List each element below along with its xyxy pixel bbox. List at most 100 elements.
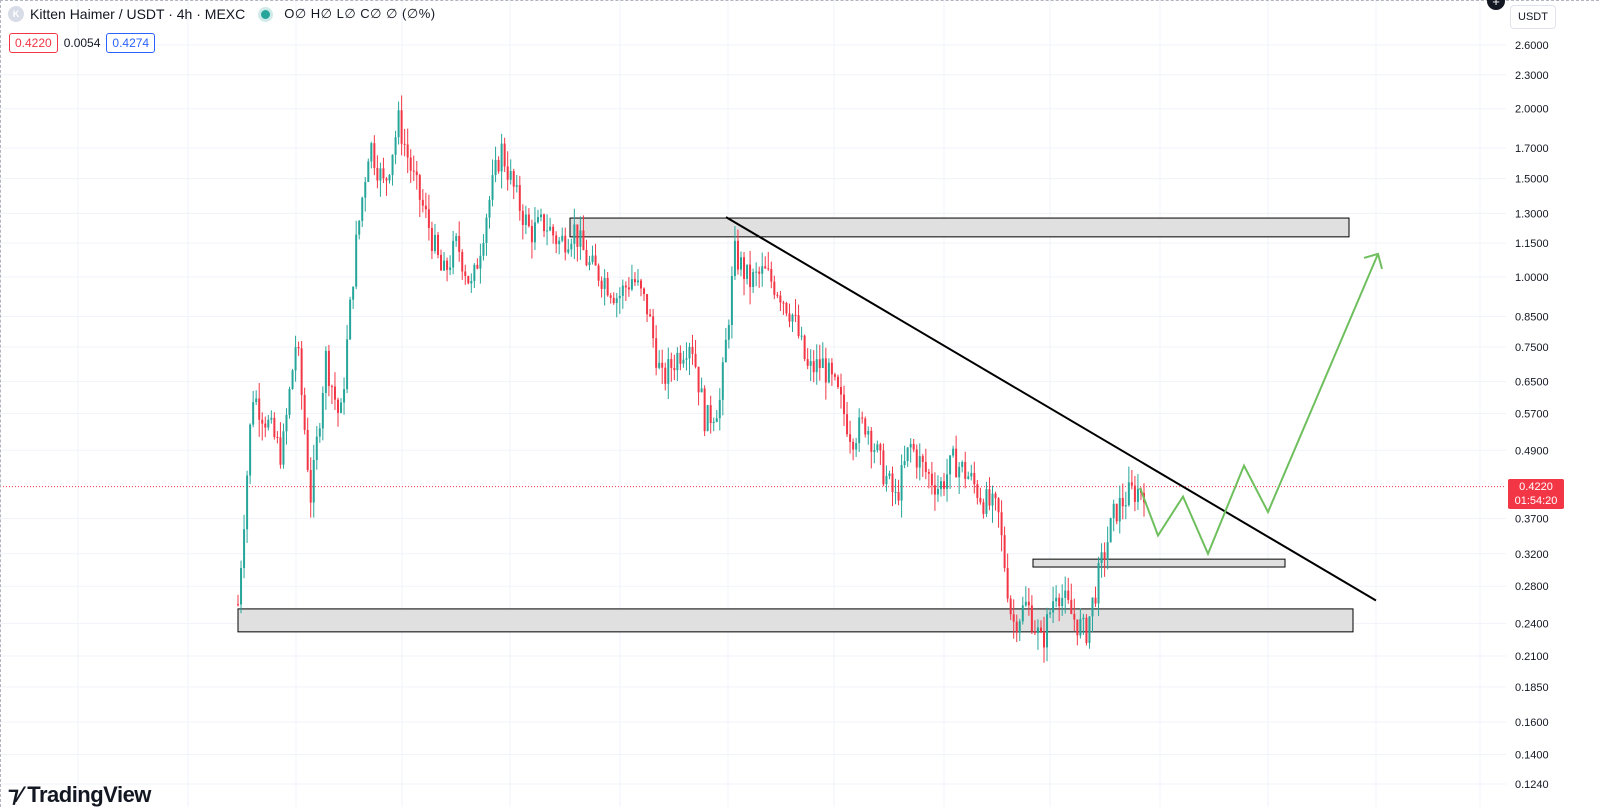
candle-body	[864, 418, 867, 435]
candle-body	[606, 277, 609, 296]
candle-body	[573, 224, 576, 244]
current-price-value: 0.4220	[1519, 480, 1553, 493]
symbol-icon[interactable]: K	[8, 6, 24, 22]
tradingview-logo[interactable]: ⁊⁄ TradingView	[8, 782, 151, 808]
candle-body	[670, 359, 673, 368]
candle-body	[658, 362, 661, 368]
candle-body	[679, 352, 682, 364]
currency-button[interactable]: USDT	[1510, 5, 1556, 29]
candle-body	[433, 234, 436, 251]
candle-body	[885, 476, 888, 485]
candle-body	[646, 294, 649, 315]
candle-body	[430, 227, 433, 251]
buy-price-button[interactable]: 0.4274	[106, 33, 156, 53]
y-tick-label: 0.1240	[1515, 779, 1549, 791]
y-tick-label: 2.0000	[1515, 104, 1549, 116]
candle-body	[294, 347, 297, 371]
price-zone	[569, 217, 1350, 238]
candle-body	[1070, 599, 1073, 614]
candle-body	[409, 157, 412, 171]
candle-body	[1024, 601, 1027, 606]
candle-body	[370, 143, 373, 162]
support-resistance-zones	[237, 217, 1354, 633]
candle-body	[594, 255, 597, 266]
candle-body	[400, 110, 403, 144]
candle-body	[576, 224, 579, 247]
chart-grid	[0, 0, 1506, 807]
candle-body	[927, 471, 930, 474]
candle-body	[324, 350, 327, 393]
candle-body	[603, 277, 606, 289]
candle-body	[1049, 612, 1052, 615]
candle-body	[755, 271, 758, 273]
sell-price-button[interactable]: 0.4220	[9, 33, 58, 53]
candle-body	[609, 295, 612, 298]
candle-body	[879, 444, 882, 451]
candle-body	[315, 436, 318, 461]
candle-body	[461, 251, 464, 272]
candle-body	[1006, 567, 1009, 599]
candle-body	[843, 394, 846, 415]
candle-body	[749, 264, 752, 287]
candlestick-series	[237, 95, 1145, 663]
candle-body	[1046, 614, 1049, 648]
candle-body	[524, 214, 527, 225]
candle-body	[346, 339, 349, 390]
candle-body	[803, 335, 806, 360]
candle-body	[806, 359, 809, 366]
candle-body	[767, 268, 770, 270]
candle-body	[615, 298, 618, 304]
candle-body	[794, 314, 797, 316]
candle-body	[703, 388, 706, 432]
candle-body	[821, 358, 824, 369]
candle-body	[291, 370, 294, 389]
tv-logo-icon: ⁊⁄	[8, 782, 28, 807]
spread-value: 0.0054	[63, 36, 101, 50]
y-tick-label: 1.5000	[1515, 174, 1549, 186]
candle-body	[991, 493, 994, 506]
candle-body	[500, 143, 503, 172]
candle-body	[349, 299, 352, 340]
candle-body	[958, 466, 961, 478]
candle-body	[1012, 614, 1015, 622]
symbol-title[interactable]: Kitten Haimer / USDT · 4h · MEXC	[30, 6, 246, 22]
candle-body	[782, 302, 785, 304]
candle-body	[421, 199, 424, 206]
candle-body	[1130, 482, 1133, 486]
plus-icon[interactable]: +	[1487, 0, 1505, 10]
candle-body	[1018, 621, 1021, 633]
candle-body	[527, 214, 530, 227]
candle-body	[1100, 552, 1103, 563]
candle-body	[436, 234, 439, 255]
candle-body	[536, 217, 539, 223]
candle-body	[909, 443, 912, 448]
candle-body	[800, 335, 803, 337]
y-tick-label: 0.2400	[1515, 619, 1549, 631]
candle-body	[655, 338, 658, 368]
y-tick-label: 1.3000	[1515, 208, 1549, 220]
candle-body	[967, 476, 970, 479]
candle-body	[330, 386, 333, 388]
candle-body	[676, 352, 679, 371]
candle-body	[506, 166, 509, 180]
candle-body	[482, 243, 485, 256]
drawn-lines	[725, 216, 1383, 602]
ohlc-values: O∅ H∅ L∅ C∅ ∅ (∅%)	[284, 6, 436, 21]
candle-body	[270, 417, 273, 420]
candle-body	[467, 276, 470, 284]
candle-body	[612, 297, 615, 304]
candle-body	[779, 295, 782, 303]
candle-body	[903, 460, 906, 466]
candle-body	[891, 473, 894, 493]
candle-body	[512, 171, 515, 187]
y-tick-label: 1.0000	[1515, 272, 1549, 284]
candle-body	[376, 167, 379, 181]
candle-body	[561, 235, 564, 241]
candle-body	[515, 185, 518, 187]
candle-body	[785, 302, 788, 314]
candle-body	[743, 257, 746, 279]
market-open-icon	[261, 9, 271, 19]
candle-body	[994, 493, 997, 499]
candle-body	[688, 346, 691, 359]
